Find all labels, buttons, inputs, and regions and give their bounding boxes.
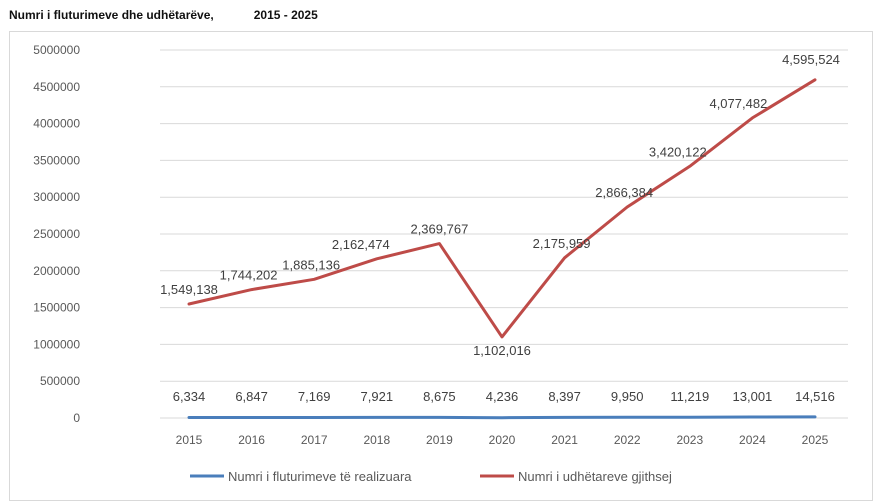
y-tick-label: 5000000 bbox=[33, 43, 80, 57]
series-lines bbox=[187, 78, 817, 420]
y-tick-label: 0 bbox=[73, 411, 80, 425]
data-label-flights: 4,236 bbox=[486, 389, 519, 404]
data-label-flights: 8,675 bbox=[423, 389, 456, 404]
data-label-flights: 8,397 bbox=[548, 389, 581, 404]
legend-label-1: Numri i fluturimeve të realizuara bbox=[228, 469, 412, 484]
y-tick-label: 3500000 bbox=[33, 153, 80, 167]
data-label-flights: 6,334 bbox=[173, 389, 206, 404]
x-tick-label: 2015 bbox=[176, 433, 203, 447]
x-tick-label: 2023 bbox=[676, 433, 703, 447]
y-tick-label: 500000 bbox=[40, 374, 80, 388]
x-tick-label: 2019 bbox=[426, 433, 453, 447]
data-label-flights: 7,169 bbox=[298, 389, 331, 404]
y-tick-label: 2500000 bbox=[33, 227, 80, 241]
x-tick-label: 2017 bbox=[301, 433, 328, 447]
data-label-flights: 14,516 bbox=[795, 389, 835, 404]
y-axis-tick-labels: 0 500000 1000000 1500000 2000000 2500000 30000… bbox=[33, 43, 80, 425]
legend-label-2: Numri i udhëtareve gjithsej bbox=[518, 469, 672, 484]
y-tick-label: 4500000 bbox=[33, 80, 80, 94]
legend: Numri i fluturimeve të realizuara Numri i… bbox=[190, 469, 672, 484]
data-label-flights: 7,921 bbox=[361, 389, 394, 404]
title-main: Numri i fluturimeve dhe udhëtarëve, bbox=[9, 8, 214, 22]
data-label-passengers: 2,162,474 bbox=[332, 237, 390, 252]
data-labels: 6,334 6,847 7,169 7,921 8,675 4,236 8,397 9,950… bbox=[160, 52, 840, 404]
x-tick-label: 2020 bbox=[489, 433, 516, 447]
x-tick-label: 2022 bbox=[614, 433, 641, 447]
series-line-1 bbox=[187, 415, 817, 420]
data-label-passengers: 1,102,016 bbox=[473, 343, 531, 358]
data-label-passengers: 2,175,959 bbox=[533, 236, 591, 251]
y-tick-label: 4000000 bbox=[33, 117, 80, 131]
data-label-passengers: 1,744,202 bbox=[220, 268, 278, 283]
page-title: Numri i fluturimeve dhe udhëtarëve, 2015 … bbox=[9, 8, 318, 22]
x-tick-label: 2024 bbox=[739, 433, 766, 447]
y-tick-label: 2000000 bbox=[33, 264, 80, 278]
data-label-passengers: 4,595,524 bbox=[782, 52, 840, 67]
data-label-flights: 13,001 bbox=[733, 389, 773, 404]
gridlines bbox=[160, 49, 848, 419]
y-tick-label: 3000000 bbox=[33, 190, 80, 204]
data-label-passengers: 2,866,384 bbox=[595, 185, 653, 200]
x-axis-tick-labels: 2015 2016 2017 2018 2019 2020 2021 2022 2023 2024… bbox=[176, 433, 829, 447]
data-label-flights: 11,219 bbox=[670, 389, 709, 404]
chart-frame bbox=[9, 31, 873, 501]
x-tick-label: 2025 bbox=[802, 433, 829, 447]
data-label-passengers: 2,369,767 bbox=[410, 222, 468, 237]
data-label-passengers: 1,549,138 bbox=[160, 282, 218, 297]
data-label-flights: 9,950 bbox=[611, 389, 644, 404]
y-tick-label: 1000000 bbox=[33, 337, 80, 351]
y-tick-label: 1500000 bbox=[33, 301, 80, 315]
data-label-passengers: 1,885,136 bbox=[282, 257, 340, 272]
series-line-2 bbox=[187, 78, 817, 339]
x-tick-label: 2021 bbox=[551, 433, 578, 447]
data-label-passengers: 4,077,482 bbox=[709, 96, 767, 111]
title-years: 2015 - 2025 bbox=[253, 8, 318, 22]
x-tick-label: 2018 bbox=[363, 433, 390, 447]
x-tick-label: 2016 bbox=[238, 433, 265, 447]
data-label-flights: 6,847 bbox=[235, 389, 268, 404]
data-label-passengers: 3,420,122 bbox=[649, 144, 707, 159]
